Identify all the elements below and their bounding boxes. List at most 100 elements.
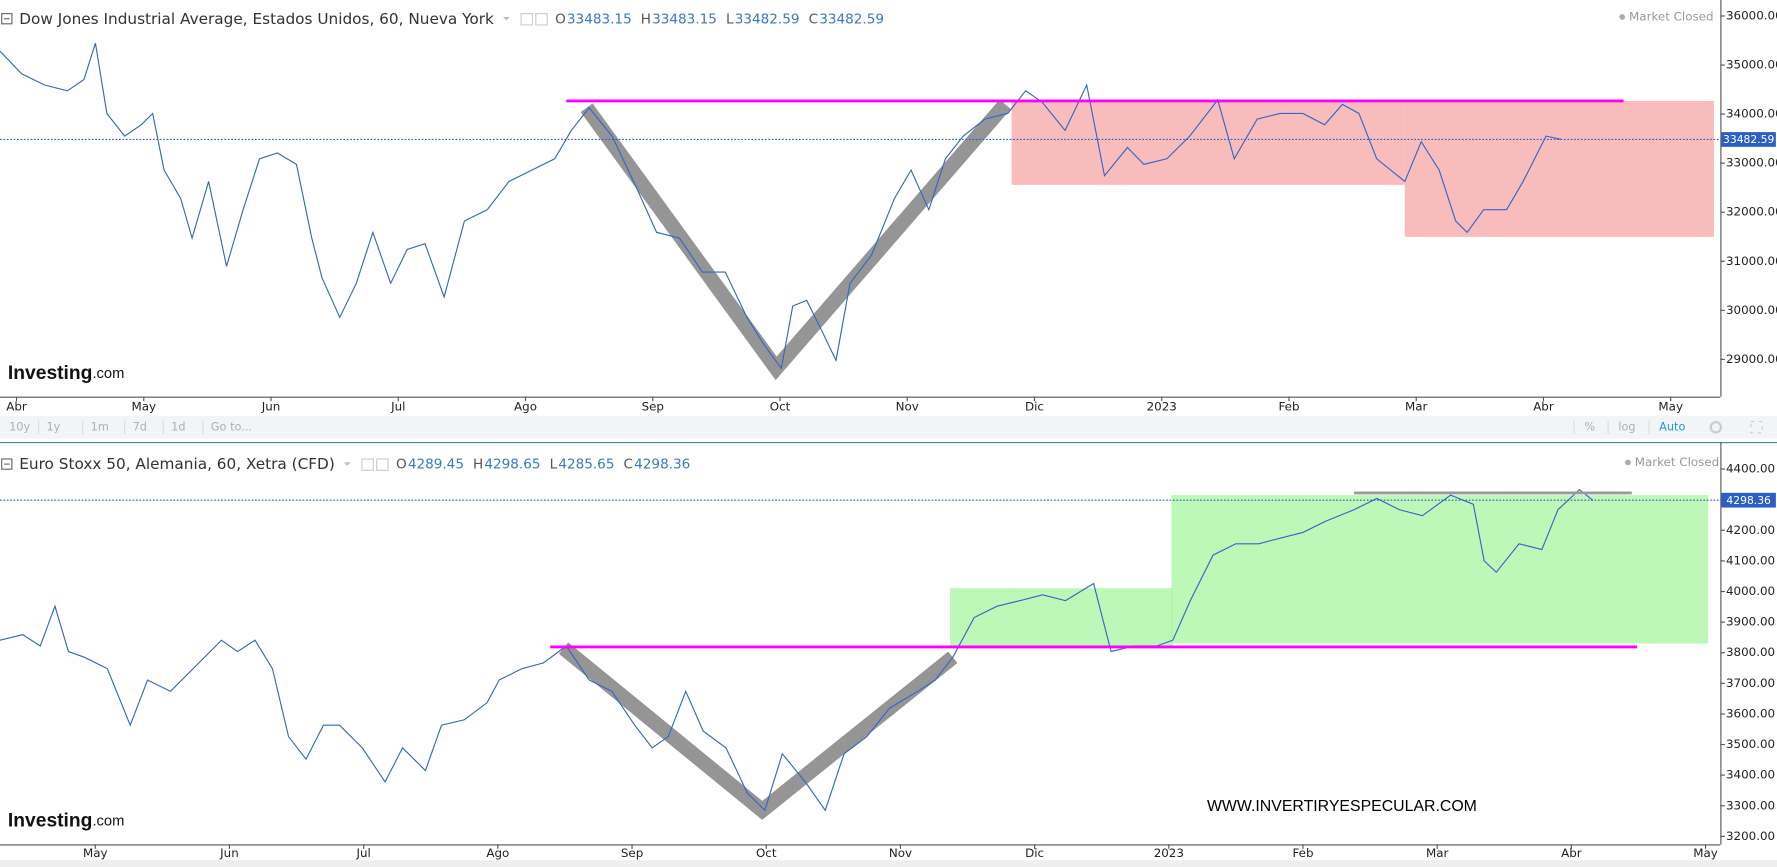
collapse-icon [1, 13, 13, 25]
last-price-box [1721, 132, 1776, 147]
ohlc-label: C [624, 457, 633, 473]
y-tick-label: 4400.00 [1726, 462, 1775, 476]
logo: Investing.com [8, 363, 124, 384]
x-tick-label: Abr [6, 399, 27, 413]
x-tick-label: May [1693, 846, 1718, 860]
v-shape [558, 642, 958, 820]
y-tick-label: 3600.00 [1726, 706, 1775, 720]
x-tick-label: Jun [261, 399, 281, 413]
x-tick-label: Jul [355, 846, 370, 860]
ohlc-label: O [396, 457, 407, 473]
bottom-strip [0, 860, 1777, 867]
dropdown-icon [343, 462, 351, 466]
last-price-label: 33482.59 [1723, 133, 1774, 146]
toolbar [0, 415, 1777, 439]
y-tick-label: 33000.00 [1726, 156, 1777, 170]
ohlc-label: O [555, 11, 566, 27]
toolbar-button[interactable]: 7d [133, 419, 147, 433]
y-tick-label: 4000.00 [1726, 584, 1775, 598]
x-tick-label: Oct [770, 399, 791, 413]
x-tick-label: Feb [1292, 846, 1313, 860]
logo-name: Investing [8, 811, 93, 832]
last-price-box [1721, 492, 1776, 508]
x-tick-label: 2023 [1147, 399, 1177, 413]
x-tick-label: 2023 [1154, 846, 1184, 860]
market-status: Market Closed [1629, 10, 1713, 24]
chart-title: Euro Stoxx 50, Alemania, 60, Xetra (CFD) [19, 455, 335, 473]
x-tick-label: Mar [1405, 399, 1428, 413]
y-tick-label: 3500.00 [1726, 737, 1775, 751]
status-dot [1619, 14, 1626, 20]
dropdown-icon [502, 17, 510, 21]
settings-button[interactable] [1709, 421, 1723, 434]
market-status: Market Closed [1635, 455, 1719, 469]
x-tick-label: Nov [889, 846, 912, 860]
toolbar-button[interactable]: 10y [9, 419, 30, 433]
ohlc-value: 33482.59 [819, 11, 884, 27]
y-tick-label: 29000.00 [1726, 352, 1777, 366]
y-tick-label: 31000.00 [1726, 254, 1777, 268]
toolbar-button[interactable]: 1d [171, 419, 185, 433]
ohlc-label: H [641, 11, 651, 27]
y-tick-label: 3800.00 [1726, 645, 1775, 659]
chart-title: Dow Jones Industrial Average, Estados Un… [19, 10, 494, 28]
logo-name: Investing [8, 363, 93, 384]
x-tick-label: Sep [642, 399, 664, 413]
x-tick-label: Ago [486, 846, 509, 860]
close-icon [535, 13, 548, 26]
x-tick-label: Sep [621, 846, 643, 860]
ohlc-value: 4289.45 [408, 457, 464, 473]
y-tick-label: 34000.00 [1726, 107, 1777, 121]
toolbar-button[interactable]: 1y [46, 419, 60, 433]
y-tick-label: 3900.00 [1726, 615, 1775, 629]
settings-icon [361, 458, 374, 471]
y-tick-label: 30000.00 [1726, 303, 1777, 317]
logo-suffix: .com [92, 814, 124, 830]
toolbar-button[interactable]: log [1618, 419, 1635, 433]
y-tick-label: 3200.00 [1726, 829, 1775, 843]
ohlc-label: C [809, 11, 818, 27]
ohlc-value: 33483.15 [652, 11, 717, 27]
x-tick-label: Feb [1278, 399, 1299, 413]
price-line [0, 488, 1594, 812]
zone-box [950, 588, 1173, 647]
x-tick-label: Abr [1561, 846, 1582, 860]
logo: Investing.com [8, 811, 124, 832]
x-tick-label: Dic [1025, 846, 1044, 860]
ohlc-label: L [726, 11, 734, 27]
zone-box [1404, 100, 1714, 237]
y-tick-label: 3700.00 [1726, 676, 1775, 690]
zone-box [1171, 495, 1709, 644]
toolbar-button[interactable]: Auto [1659, 419, 1685, 433]
toolbar-button[interactable]: 1m [91, 419, 109, 433]
ohlc-value: 4285.65 [558, 457, 614, 473]
toolbar-button[interactable]: Go to... [211, 419, 252, 433]
y-tick-label: 36000.00 [1726, 8, 1777, 22]
ohlc-value: 33482.59 [735, 11, 800, 27]
y-tick-label: 3300.00 [1726, 798, 1775, 812]
ohlc-label: H [473, 457, 483, 473]
ohlc-label: L [550, 457, 558, 473]
x-tick-label: Jul [390, 399, 405, 413]
price-line [0, 43, 1562, 370]
ohlc-value: 33483.15 [567, 11, 632, 27]
toolbar-button[interactable]: % [1584, 419, 1595, 433]
status-dot [1625, 459, 1631, 466]
x-tick-label: Dic [1025, 399, 1044, 413]
ohlc-value: 4298.36 [634, 457, 690, 473]
x-tick-label: Nov [896, 399, 919, 413]
y-tick-label: 4200.00 [1726, 523, 1775, 537]
x-tick-label: Oct [756, 846, 777, 860]
y-tick-label: 35000.00 [1726, 58, 1777, 72]
settings-icon [520, 13, 534, 26]
x-tick-label: Abr [1533, 399, 1554, 413]
ohlc-value: 4298.65 [484, 457, 540, 473]
zone-box [1011, 100, 1405, 185]
logo-suffix: .com [92, 366, 124, 382]
x-tick-label: Jun [219, 846, 239, 860]
y-tick-label: 3400.00 [1726, 768, 1775, 782]
fullscreen-button[interactable] [1750, 421, 1763, 434]
x-tick-label: May [83, 846, 108, 860]
y-tick-label: 32000.00 [1726, 205, 1777, 219]
